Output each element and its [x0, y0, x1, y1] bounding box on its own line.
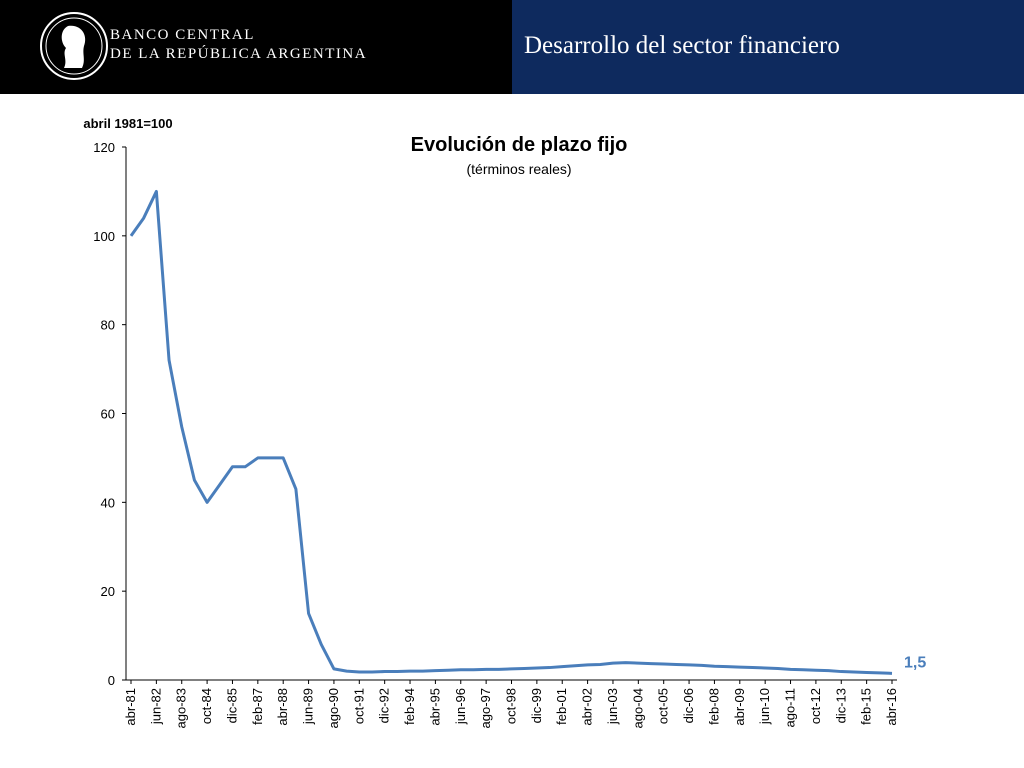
x-tick-label: abr-09 [732, 688, 747, 726]
x-tick-label: oct-91 [351, 688, 366, 724]
x-tick-label: feb-15 [859, 688, 874, 725]
x-tick-label: feb-08 [706, 688, 721, 725]
x-tick-label: oct-05 [656, 688, 671, 724]
header-bar [512, 0, 1024, 94]
data-label: 1,5 [904, 654, 926, 671]
x-tick-label: dic-99 [529, 688, 544, 723]
x-tick-label: oct-12 [808, 688, 823, 724]
y-axis-label: abril 1981=100 [83, 116, 172, 131]
x-tick-label: jun-03 [605, 688, 620, 725]
x-tick-label: feb-01 [554, 688, 569, 725]
bank-name: DE LA REPÚBLICA ARGENTINA [110, 46, 368, 62]
x-tick-label: dic-13 [833, 688, 848, 723]
line-series [129, 189, 893, 675]
header-bar: BANCO CENTRAL DE LA REPÚBLICA ARGENTINA [0, 0, 512, 94]
chart-title: Evolución de plazo fijo [411, 134, 628, 156]
x-tick-label: jun-10 [757, 688, 772, 725]
logo [40, 12, 108, 80]
y-tick-label: 20 [101, 584, 115, 599]
section-title: Desarrollo del sector financiero [524, 32, 840, 59]
x-tick-label: ago-04 [630, 688, 645, 728]
x-tick-label: feb-87 [250, 688, 265, 725]
x-tick-label: feb-94 [402, 688, 417, 725]
x-tick-label: jun-96 [453, 688, 468, 725]
x-tick-label: abr-81 [123, 688, 138, 726]
x-tick-label: ago-97 [478, 688, 493, 728]
x-tick-label: dic-92 [377, 688, 392, 723]
y-tick-label: 40 [101, 495, 115, 510]
x-tick-label: abr-88 [275, 688, 290, 726]
x-tick-label: ago-90 [326, 688, 341, 728]
x-tick-label: abr-02 [580, 688, 595, 726]
y-tick-label: 100 [93, 229, 115, 244]
y-tick-label: 120 [93, 140, 115, 155]
x-tick-label: abr-95 [427, 688, 442, 726]
x-tick-label: oct-84 [199, 688, 214, 724]
chart-subtitle: (términos reales) [466, 161, 571, 177]
x-tick-label: dic-06 [681, 688, 696, 723]
x-tick-label: abr-16 [884, 688, 899, 726]
x-tick-label: ago-83 [174, 688, 189, 728]
bank-name: BANCO CENTRAL [110, 27, 255, 43]
x-tick-label: ago-11 [783, 688, 798, 728]
x-tick-label: dic-85 [224, 688, 239, 723]
y-tick-label: 60 [101, 407, 115, 422]
x-tick-label: jun-89 [301, 688, 316, 725]
y-tick-label: 80 [101, 318, 115, 333]
x-tick-label: oct-98 [504, 688, 519, 724]
x-tick-label: jun-82 [148, 688, 163, 725]
y-tick-label: 0 [108, 673, 115, 688]
